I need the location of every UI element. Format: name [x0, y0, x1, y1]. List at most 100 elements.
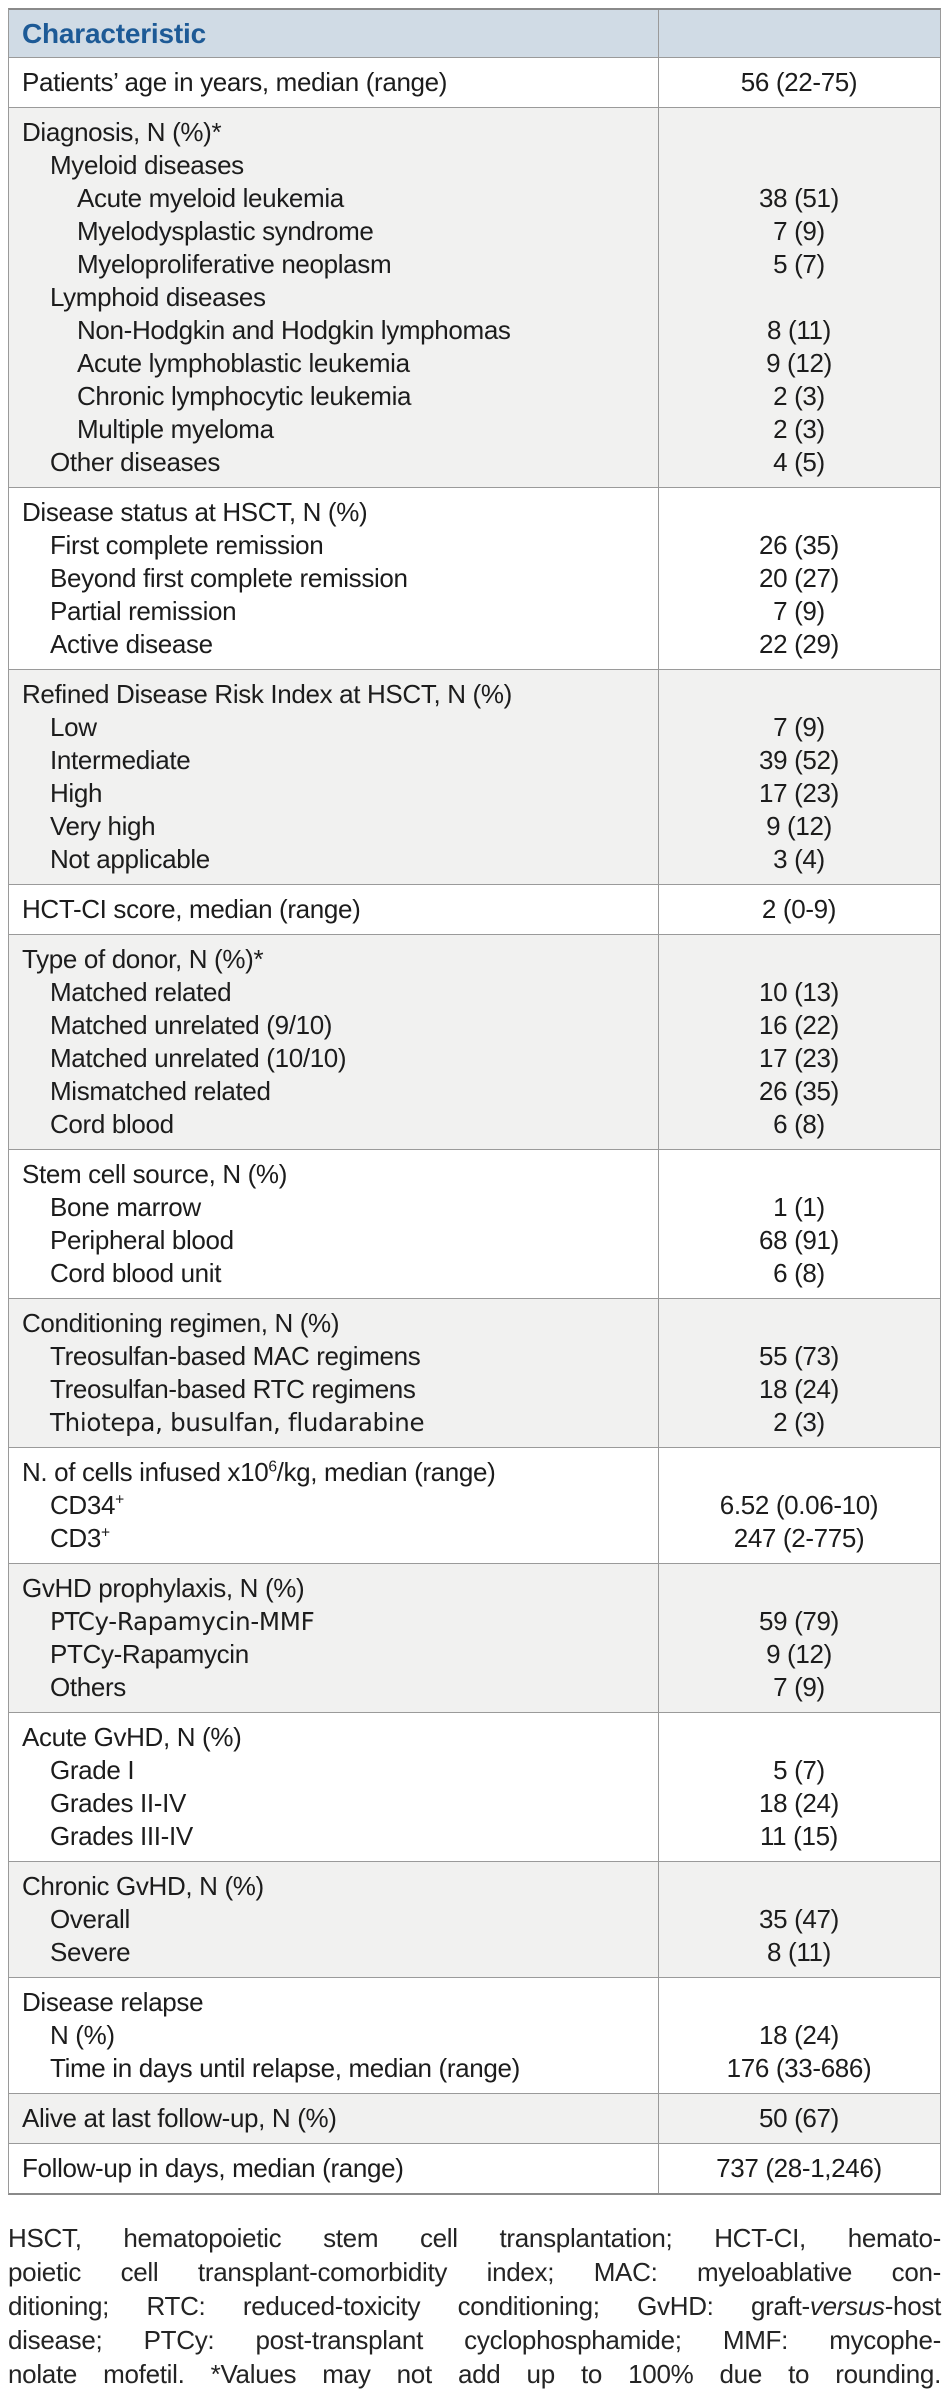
- row-value: 7 (9): [773, 216, 825, 246]
- row-label: Other diseases: [50, 447, 220, 477]
- row-value: [658, 116, 940, 149]
- row-label: Beyond first complete remission: [50, 563, 408, 593]
- row-value: 38 (51): [759, 183, 839, 213]
- section-gvhd-prophylaxis: GvHD prophylaxis, N (%) PTCy-Rapamycin-MM…: [9, 1563, 940, 1712]
- row-label: Refined Disease Risk Index at HSCT, N (%…: [22, 679, 512, 709]
- row-label: Thiotepa, busulfan, fludarabine: [50, 1408, 425, 1437]
- row-value: 9 (12): [766, 348, 832, 378]
- row-value: 26 (35): [759, 1076, 839, 1106]
- row-value: 5 (7): [773, 1755, 825, 1785]
- table-row: Grade I 5 (7): [9, 1754, 940, 1787]
- row-value: [658, 1986, 940, 2019]
- table-row: GvHD prophylaxis, N (%): [9, 1572, 940, 1605]
- row-value: 7 (9): [773, 596, 825, 626]
- table-row: Peripheral blood 68 (91): [9, 1224, 940, 1257]
- row-label: HCT-CI score, median (range): [22, 894, 361, 924]
- row-value: [658, 1870, 940, 1903]
- row-label: Diagnosis, N (%)*: [22, 117, 222, 147]
- row-value: [658, 1456, 940, 1489]
- table-row: HCT-CI score, median (range) 2 (0-9): [9, 893, 940, 926]
- table-row: Treosulfan-based MAC regimens 55 (73): [9, 1340, 940, 1373]
- table-row: Time in days until relapse, median (rang…: [9, 2052, 940, 2085]
- table-row: High 17 (23): [9, 777, 940, 810]
- table-row: First complete remission 26 (35): [9, 529, 940, 562]
- table-row: CD3+ 247 (2-775): [9, 1522, 940, 1555]
- table-row: Patients’ age in years, median (range) 56…: [9, 66, 940, 99]
- row-label: Disease status at HSCT, N (%): [22, 497, 368, 527]
- table-row: Alive at last follow-up, N (%) 50 (67): [9, 2102, 940, 2135]
- row-label: Grade I: [50, 1755, 135, 1785]
- table-row: Mismatched related 26 (35): [9, 1075, 940, 1108]
- row-value: 20 (27): [759, 563, 839, 593]
- row-label: Myelodysplastic syndrome: [77, 216, 374, 246]
- row-value: 4 (5): [773, 447, 825, 477]
- section-stem-cell-source: Stem cell source, N (%) Bone marrow 1 (1) P…: [9, 1149, 940, 1298]
- row-value: 176 (33-686): [726, 2053, 872, 2083]
- row-label: Overall: [50, 1904, 130, 1934]
- row-label: Stem cell source, N (%): [22, 1159, 288, 1189]
- table-row: Acute lymphoblastic leukemia 9 (12): [9, 347, 940, 380]
- table-row: Lymphoid diseases: [9, 281, 940, 314]
- row-value: 59 (79): [759, 1606, 839, 1636]
- table-row: Refined Disease Risk Index at HSCT, N (%…: [9, 678, 940, 711]
- footnote: HSCT, hematopoietic stem cell transplant…: [8, 2221, 941, 2389]
- footnote-line: HSCT, hematopoietic stem cell transplant…: [8, 2223, 941, 2253]
- column-divider: [658, 10, 659, 2193]
- row-label: Chronic lymphocytic leukemia: [77, 381, 412, 411]
- section-diagnosis: Diagnosis, N (%)* Myeloid diseases Acute m…: [9, 107, 940, 487]
- row-value: [658, 678, 940, 711]
- row-value: 10 (13): [759, 977, 839, 1007]
- row-value: 7 (9): [773, 1672, 825, 1702]
- row-label: Acute lymphoblastic leukemia: [77, 348, 410, 378]
- row-value: 9 (12): [766, 1639, 832, 1669]
- row-value: 68 (91): [759, 1225, 839, 1255]
- row-label: Matched related: [50, 977, 232, 1007]
- row-value: [658, 496, 940, 529]
- row-value: 55 (73): [759, 1341, 839, 1371]
- table-row: Acute GvHD, N (%): [9, 1721, 940, 1754]
- row-value: 39 (52): [759, 745, 839, 775]
- row-label: Not applicable: [50, 844, 210, 874]
- table-row: Diagnosis, N (%)*: [9, 116, 940, 149]
- table-row: CD34+ 6.52 (0.06-10): [9, 1489, 940, 1522]
- row-value: 6 (8): [773, 1109, 825, 1139]
- row-label: GvHD prophylaxis, N (%): [22, 1573, 305, 1603]
- row-value: 5 (7): [773, 249, 825, 279]
- row-label: Patients’ age in years, median (range): [22, 67, 448, 97]
- section-disease-risk-index: Refined Disease Risk Index at HSCT, N (%…: [9, 669, 940, 884]
- row-label: Mismatched related: [50, 1076, 271, 1106]
- row-value: [658, 149, 940, 182]
- row-label: Myeloproliferative neoplasm: [77, 249, 392, 279]
- table-row: Not applicable 3 (4): [9, 843, 940, 876]
- table-row: Grades II-IV 18 (24): [9, 1787, 940, 1820]
- row-value: 11 (15): [759, 1821, 838, 1851]
- section-cells-infused: N. of cells infused x106/kg, median (ran…: [9, 1447, 940, 1563]
- row-label: Active disease: [50, 629, 213, 659]
- row-label: Low: [50, 712, 97, 742]
- row-value: [658, 1307, 940, 1340]
- footnote-line: poietic cell transplant-comorbidity inde…: [8, 2257, 941, 2287]
- row-label: Conditioning regimen, N (%): [22, 1308, 340, 1338]
- section-patients-age: Patients’ age in years, median (range) 56…: [9, 57, 940, 107]
- row-value: 2 (3): [773, 414, 825, 444]
- section-disease-relapse: Disease relapse N (%) 18 (24) Time in days …: [9, 1977, 940, 2093]
- row-value: 3 (4): [773, 844, 825, 874]
- section-alive-at-follow-up: Alive at last follow-up, N (%) 50 (67): [9, 2093, 940, 2143]
- row-value: 22 (29): [759, 629, 839, 659]
- row-value: [658, 281, 940, 314]
- row-value: 2 (0-9): [761, 894, 837, 924]
- section-type-of-donor: Type of donor, N (%)* Matched related 10 (…: [9, 934, 940, 1149]
- row-value: 8 (11): [767, 315, 831, 345]
- row-value: 35 (47): [759, 1904, 839, 1934]
- table-row: Beyond first complete remission 20 (27): [9, 562, 940, 595]
- row-label: Grades II-IV: [50, 1788, 186, 1818]
- row-label: Acute myeloid leukemia: [77, 183, 344, 213]
- row-value: 9 (12): [766, 811, 832, 841]
- table-row: Follow-up in days, median (range) 737 (28…: [9, 2152, 940, 2185]
- table-header-row: Characteristic: [9, 10, 940, 57]
- row-label: Multiple myeloma: [77, 414, 274, 444]
- row-value: [658, 943, 940, 976]
- footnote-line: ditioning; RTC: reduced-toxicity conditi…: [8, 2291, 941, 2321]
- row-value: 2 (3): [773, 381, 825, 411]
